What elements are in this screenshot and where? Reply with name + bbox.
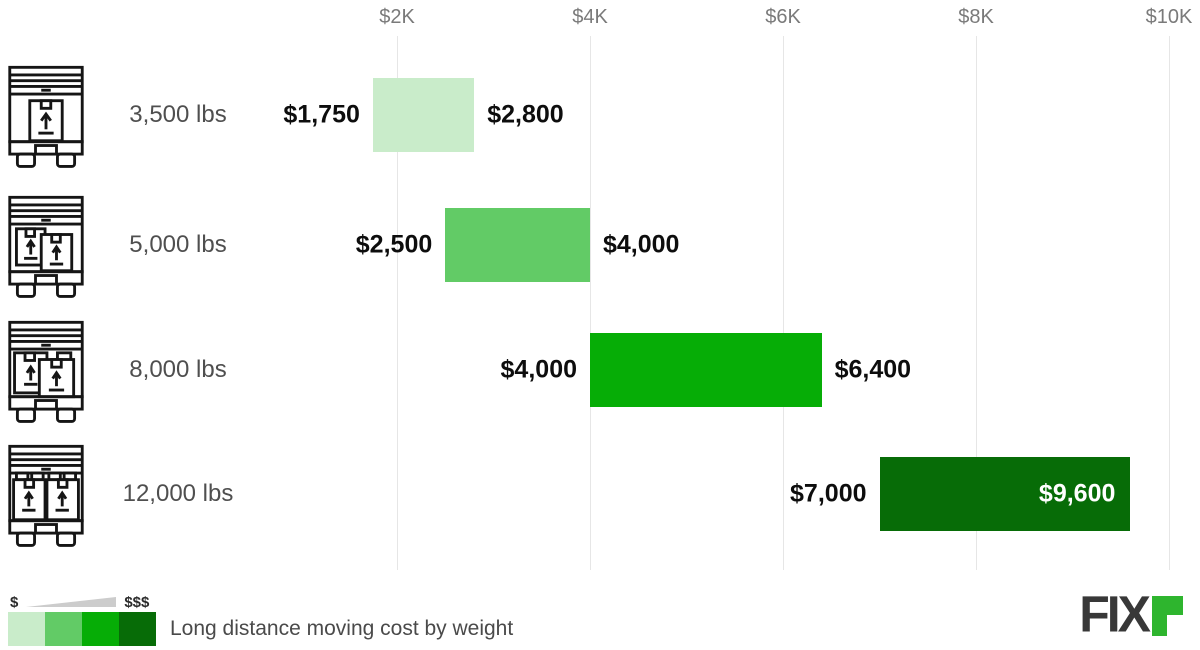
gridline	[783, 36, 784, 570]
truck-medium-load-icon	[5, 192, 87, 298]
dollar-low-label: $	[10, 594, 19, 611]
weight-label: 8,000 lbs	[129, 356, 227, 383]
weight-label: 3,500 lbs	[129, 101, 227, 128]
max-cost-label: $9,600	[1038, 479, 1116, 508]
wedge-shape	[26, 597, 117, 607]
legend: Long distance moving cost by weight	[8, 612, 513, 646]
color-swatch	[8, 612, 45, 646]
min-cost-label: $2,500	[355, 230, 433, 259]
max-cost-label: $6,400	[834, 355, 912, 384]
min-cost-label: $7,000	[790, 479, 867, 508]
chart-title: Long distance moving cost by weight	[170, 617, 514, 640]
gridline	[397, 36, 398, 570]
legend-swatches	[8, 612, 156, 646]
cost-range-bar	[372, 78, 475, 152]
chart-row: 12,000 lbs $7,000 $9,600	[0, 444, 1200, 547]
price-wedge-icon	[26, 597, 117, 607]
max-cost-label: $4,000	[603, 230, 680, 259]
x-axis-tick-label: $2K	[379, 6, 415, 28]
x-axis-tick-label: $6K	[765, 6, 801, 28]
max-cost-label: $2,800	[487, 100, 564, 129]
fixr-r-icon	[1152, 596, 1183, 636]
truck-light-load-icon	[5, 62, 87, 168]
min-cost-label: $4,000	[500, 355, 577, 384]
price-scale-legend: $ $$$	[10, 592, 149, 610]
gridline	[976, 36, 977, 570]
cost-range-bar	[879, 457, 1131, 531]
gridline	[1169, 36, 1170, 570]
x-axis-tick-label: $8K	[958, 6, 994, 28]
min-cost-label: $1,750	[283, 100, 360, 129]
x-axis-tick-label: $4K	[572, 6, 608, 28]
cost-range-bar	[445, 208, 590, 282]
color-swatch	[119, 612, 156, 646]
truck-large-load-icon	[5, 317, 87, 423]
cost-range-bar	[590, 333, 822, 407]
weight-label: 5,000 lbs	[129, 231, 227, 258]
color-swatch	[82, 612, 119, 646]
fixr-logo-text: FIX	[1079, 585, 1151, 643]
weight-label: 12,000 lbs	[122, 480, 234, 507]
truck-full-load-icon	[5, 441, 87, 547]
chart-row: 8,000 lbs $4,000 $6,400	[0, 320, 1200, 423]
color-swatch	[45, 612, 82, 646]
chart-row: 3,500 lbs $1,750 $2,800	[0, 65, 1200, 168]
chart-row: 5,000 lbs $2,500 $4,000	[0, 195, 1200, 298]
x-axis-tick-label: $10K	[1145, 6, 1193, 28]
dollar-high-label: $$$	[124, 594, 150, 611]
gridline	[590, 36, 591, 570]
fixr-logo: FIX	[1079, 585, 1184, 643]
